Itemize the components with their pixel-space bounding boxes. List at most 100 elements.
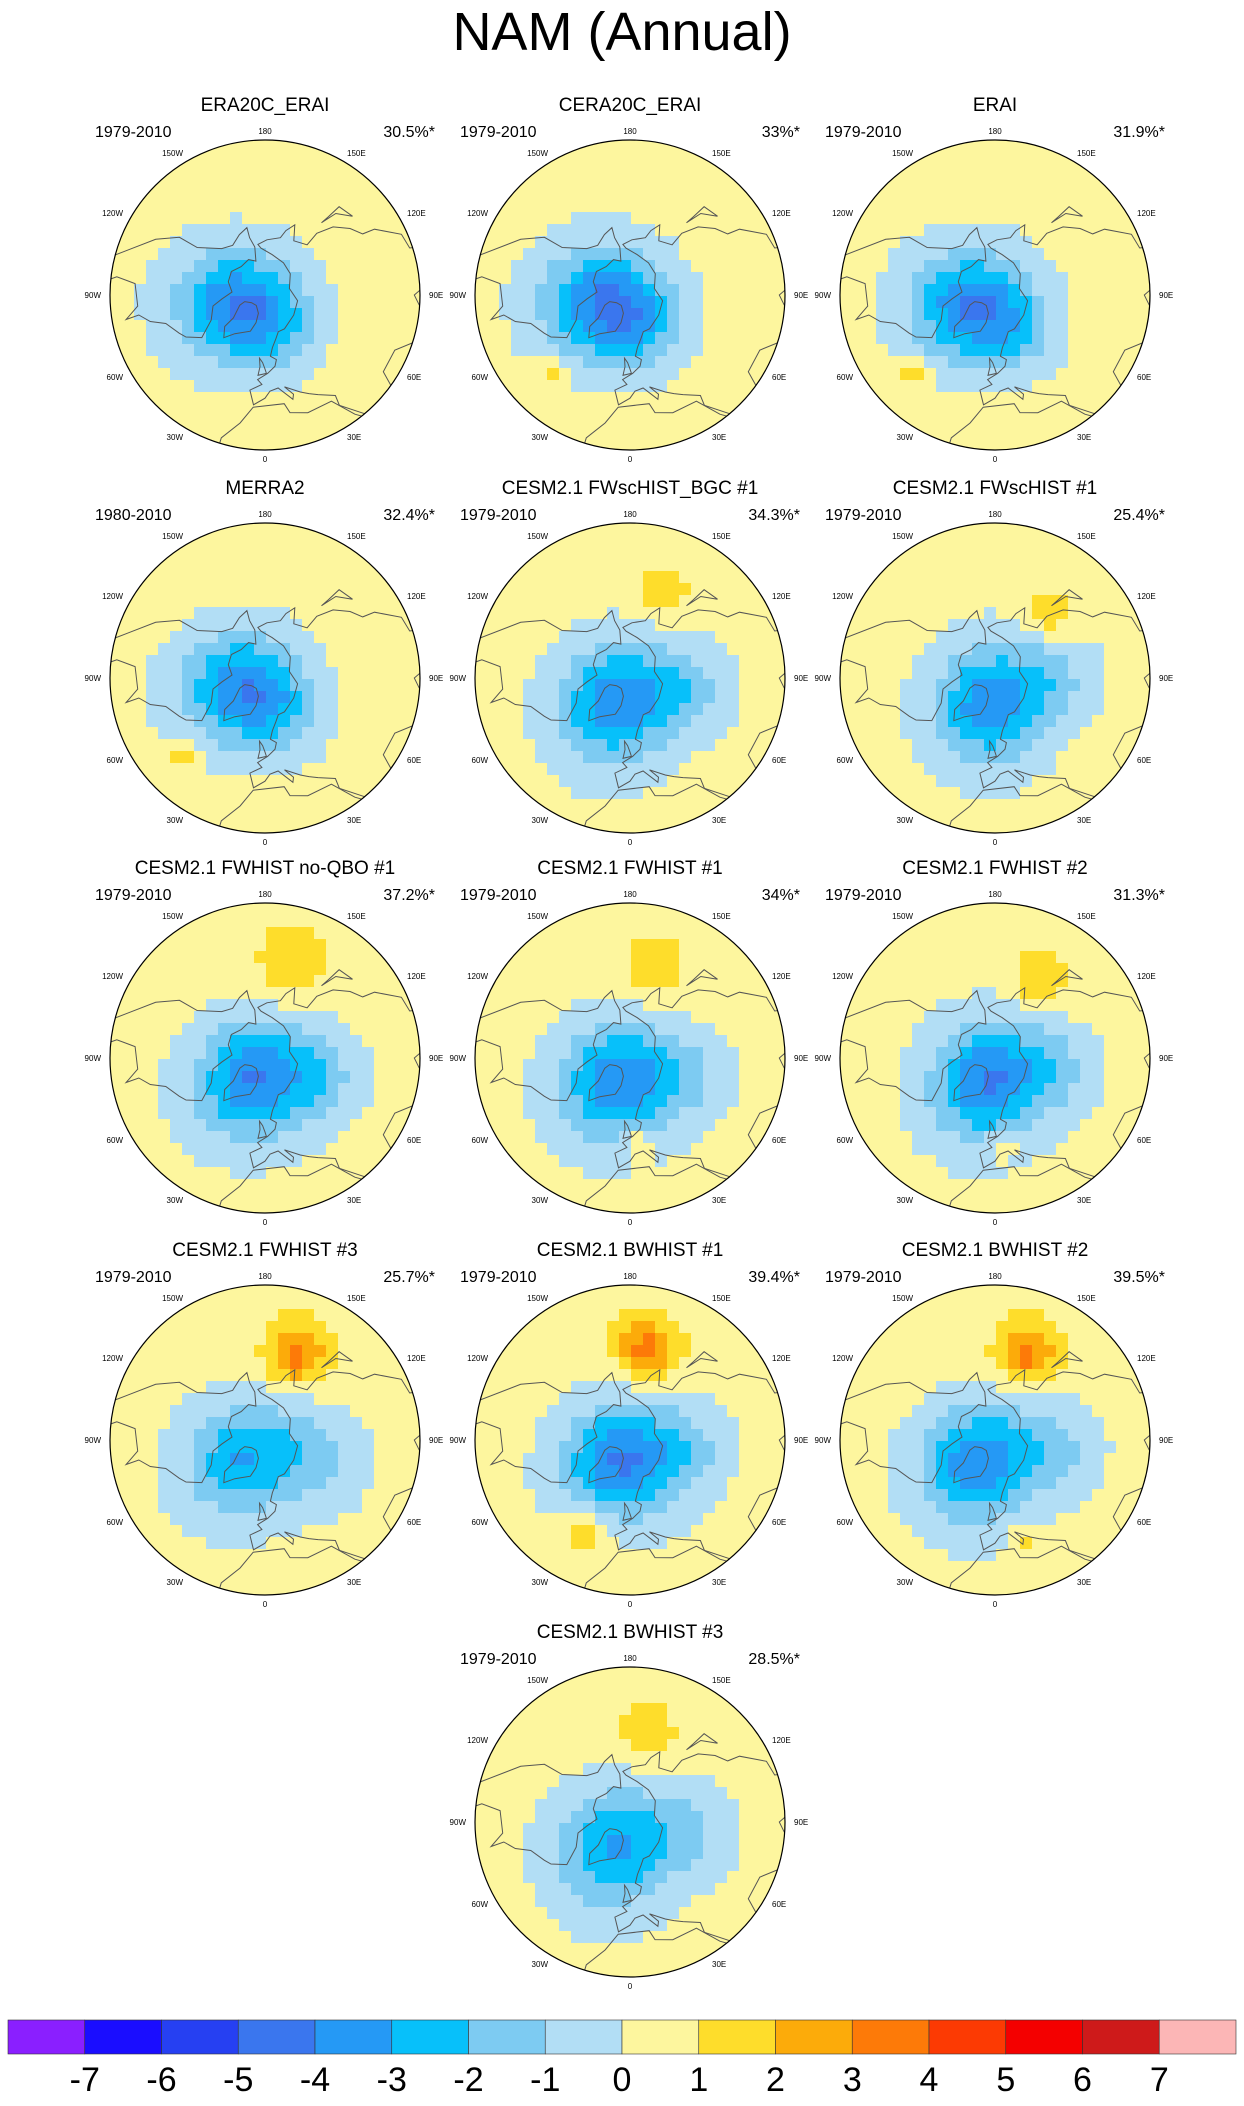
field-cell [278, 440, 291, 450]
field-cell [218, 739, 231, 752]
field-cell [230, 963, 243, 976]
field-cell [619, 631, 632, 644]
field-cell [182, 1071, 195, 1084]
field-cell [278, 1035, 291, 1048]
coastline [622, 739, 633, 759]
field-cell [134, 975, 147, 988]
field-cell [487, 368, 500, 381]
field-cell [158, 1047, 171, 1060]
field-cell [691, 176, 704, 189]
field-cell [876, 643, 889, 656]
field-cell [703, 392, 716, 405]
field-cell [559, 823, 572, 833]
field-cell [170, 164, 183, 177]
field-cell [960, 643, 973, 656]
field-cell [523, 1107, 536, 1120]
field-cell [763, 999, 776, 1012]
field-cell [206, 260, 219, 273]
field-cell [326, 667, 339, 680]
field-cell [254, 1047, 267, 1060]
field-cell [727, 655, 740, 668]
field-cell [146, 200, 159, 213]
field-cell [326, 1047, 339, 1060]
field-cell [1080, 356, 1093, 369]
field-cell [302, 727, 315, 740]
coastline [686, 206, 718, 224]
field-cell [182, 547, 195, 560]
field-cell [302, 787, 315, 800]
field-cell [571, 404, 584, 417]
field-cell [134, 296, 147, 309]
field-cell [242, 140, 255, 153]
field-cell [230, 607, 243, 620]
field-cell [290, 1191, 303, 1204]
field-cell [912, 939, 925, 952]
field-cell [655, 1107, 668, 1120]
field-cell [1020, 428, 1033, 441]
field-cell [314, 152, 327, 165]
field-cell [1032, 296, 1045, 309]
field-cell [1032, 631, 1045, 644]
field-cell [230, 212, 243, 225]
field-cell [984, 296, 997, 309]
field-cell [1116, 188, 1129, 201]
field-cell [595, 1083, 608, 1096]
field-cell [643, 987, 656, 1000]
field-cell [1116, 344, 1129, 357]
field-cell [607, 272, 620, 285]
field-cell [1104, 188, 1117, 201]
field-cell [398, 619, 411, 632]
field-cell [146, 1131, 159, 1144]
field-cell [206, 1011, 219, 1024]
field-cell [751, 224, 764, 237]
field-cell [290, 248, 303, 261]
field-cell [386, 1095, 399, 1108]
field-cell [254, 296, 267, 309]
field-cell [122, 1035, 135, 1048]
field-cell [703, 224, 716, 237]
field-cell [655, 416, 668, 429]
field-cell [314, 667, 327, 680]
field-cell [739, 284, 752, 297]
field-cell [158, 751, 171, 764]
field-cell [254, 1023, 267, 1036]
field-cell [691, 763, 704, 776]
field-cell [146, 356, 159, 369]
field-cell [996, 547, 1009, 560]
field-cell [146, 1095, 159, 1108]
field-cell [266, 164, 279, 177]
map-panel: CESM2.1 FWHIST #2 1979-2010 31.3%* 180 150E 1… [815, 858, 1174, 1238]
field-cell [739, 248, 752, 261]
field-cell [326, 1023, 339, 1036]
field-cell [122, 260, 135, 273]
field-cell [643, 284, 656, 297]
field-cell [607, 811, 620, 824]
field-cell [535, 715, 548, 728]
field-cell [763, 284, 776, 297]
field-cell [290, 535, 303, 548]
field-cell [559, 188, 572, 201]
field-cell [739, 571, 752, 584]
field-cell [667, 679, 680, 692]
field-cell [338, 308, 351, 321]
field-cell [206, 1191, 219, 1204]
field-cell [266, 1131, 279, 1144]
field-cell [727, 1143, 740, 1156]
field-cell [559, 631, 572, 644]
field-cell [1032, 763, 1045, 776]
field-cell [242, 1191, 255, 1204]
field-cell [254, 523, 267, 536]
field-cell [523, 1035, 536, 1048]
field-cell [218, 643, 231, 656]
field-cell [523, 799, 536, 812]
field-cell [1104, 655, 1117, 668]
field-cell [1044, 260, 1057, 273]
field-cell [122, 963, 135, 976]
field-cell [727, 571, 740, 584]
field-cell [631, 939, 644, 952]
field-cell [242, 176, 255, 189]
field-cell [619, 927, 632, 940]
field-cell [631, 428, 644, 441]
field-cell [900, 224, 913, 237]
field-cell [194, 392, 207, 405]
